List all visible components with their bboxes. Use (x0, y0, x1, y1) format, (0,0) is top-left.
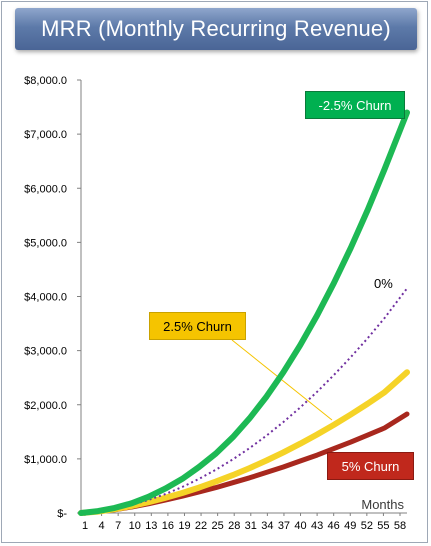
callout-neg-2-5-churn: -2.5% Churn (305, 91, 405, 119)
y-tick-label: $7,000.0 (24, 129, 67, 141)
x-tick-label: 28 (228, 520, 240, 532)
x-tick-label: 52 (361, 520, 373, 532)
y-tick-label: $5,000.0 (24, 237, 67, 249)
x-tick-label: 46 (328, 520, 340, 532)
x-tick-label: 58 (394, 520, 406, 532)
callout-0-percent: 0% (374, 276, 393, 291)
x-tick-label: 43 (311, 520, 323, 532)
y-tick-label: $3,000.0 (24, 346, 67, 358)
chart-title: MRR (Monthly Recurring Revenue) (15, 8, 417, 50)
y-tick-label: $4,000.0 (24, 292, 67, 304)
x-tick-label: 55 (377, 520, 389, 532)
x-tick-label: 25 (212, 520, 224, 532)
y-tick-label: $1,000.0 (24, 454, 67, 466)
callout-leader-lines (231, 339, 333, 421)
leader-2-5-churn (231, 339, 333, 421)
series-lines (78, 109, 410, 516)
x-tick-label: 34 (261, 520, 273, 532)
x-tick-label: 49 (344, 520, 356, 532)
x-tick-label: 13 (145, 520, 157, 532)
x-tick-label: 1 (82, 520, 88, 532)
x-tick-label: 37 (278, 520, 290, 532)
x-tick-label: 16 (162, 520, 174, 532)
x-tick-label: 4 (99, 520, 105, 532)
y-tick-label: $6,000.0 (24, 183, 67, 195)
x-tick-label: 40 (294, 520, 306, 532)
series-line-2-5-churn (78, 369, 410, 516)
chart-axes (80, 80, 407, 514)
x-tick-label: 22 (195, 520, 207, 532)
y-tick-label: $8,000.0 (24, 75, 67, 87)
y-axis-ticks: $- $1,000.0 $2,000.0 $3,000.0 $4,000.0 $5,000… (24, 75, 81, 520)
x-axis-ticks: 1 4 7 10 13 16 19 22 25 28 31 34 37 40 43 46 49 52 55 58 (82, 513, 406, 532)
y-tick-label: $2,000.0 (24, 400, 67, 412)
callout-2-5-churn: 2.5% Churn (149, 312, 246, 340)
x-tick-label: 19 (178, 520, 190, 532)
series-line-2-5-churn (78, 109, 410, 516)
x-tick-label: 31 (245, 520, 257, 532)
x-tick-label: 7 (115, 520, 121, 532)
series-line-0 (80, 287, 408, 514)
x-axis-title: Months (361, 497, 404, 512)
callout-5-churn: 5% Churn (327, 452, 414, 480)
x-tick-label: 10 (129, 520, 141, 532)
y-tick-label: $- (57, 508, 67, 520)
